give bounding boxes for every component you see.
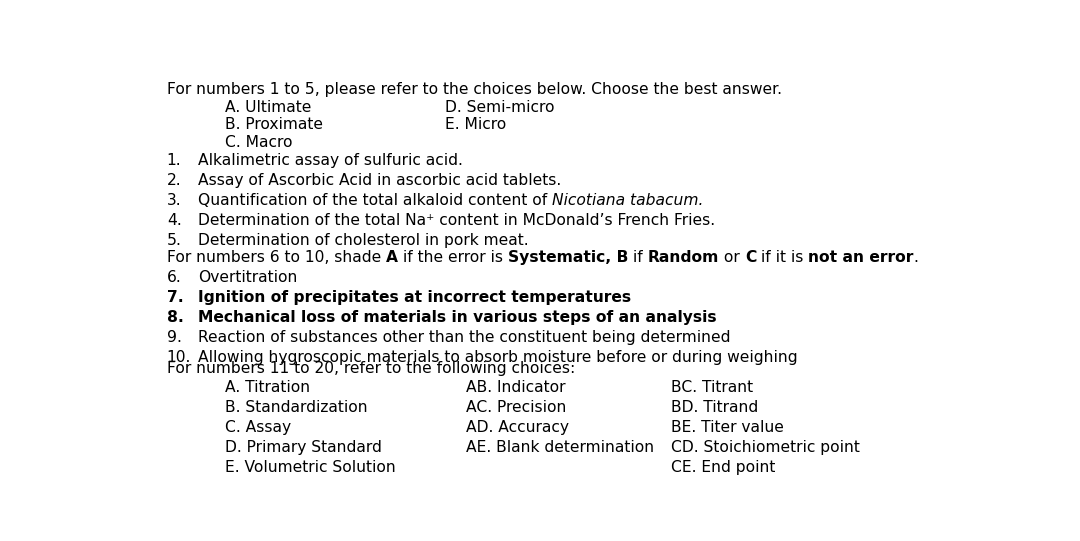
Text: E. Micro: E. Micro: [445, 117, 505, 133]
Text: Allowing hygroscopic materials to absorb moisture before or during weighing: Allowing hygroscopic materials to absorb…: [198, 350, 797, 365]
Text: Determination of the total Na⁺ content in McDonald’s French Fries.: Determination of the total Na⁺ content i…: [198, 213, 715, 228]
Text: BC. Titrant: BC. Titrant: [671, 380, 753, 395]
Text: Overtitration: Overtitration: [198, 270, 297, 285]
Text: if: if: [629, 250, 648, 265]
Text: 3.: 3.: [166, 193, 181, 208]
Text: Determination of cholesterol in pork meat.: Determination of cholesterol in pork mea…: [198, 233, 528, 248]
Text: Quantification of the total alkaloid content of: Quantification of the total alkaloid con…: [198, 193, 552, 208]
Text: .: .: [914, 250, 919, 265]
Text: Reaction of substances other than the constituent being determined: Reaction of substances other than the co…: [198, 330, 730, 345]
Text: BD. Titrand: BD. Titrand: [671, 400, 758, 415]
Text: CD. Stoichiometric point: CD. Stoichiometric point: [671, 440, 860, 455]
Text: For numbers 11 to 20, refer to the following choices:: For numbers 11 to 20, refer to the follo…: [166, 361, 575, 375]
Text: B. Standardization: B. Standardization: [226, 400, 368, 415]
Text: C. Assay: C. Assay: [226, 420, 292, 435]
Text: 4.: 4.: [166, 213, 181, 228]
Text: 5.: 5.: [166, 233, 181, 248]
Text: C: C: [745, 250, 756, 265]
Text: 10.: 10.: [166, 350, 191, 365]
Text: D. Primary Standard: D. Primary Standard: [226, 440, 382, 455]
Text: E. Volumetric Solution: E. Volumetric Solution: [226, 460, 396, 475]
Text: Systematic, B: Systematic, B: [508, 250, 629, 265]
Text: A. Titration: A. Titration: [226, 380, 311, 395]
Text: CE. End point: CE. End point: [671, 460, 775, 475]
Text: Assay of Ascorbic Acid in ascorbic acid tablets.: Assay of Ascorbic Acid in ascorbic acid …: [198, 173, 561, 188]
Text: 6.: 6.: [166, 270, 181, 285]
Text: D. Semi-micro: D. Semi-micro: [445, 100, 554, 115]
Text: not an error: not an error: [809, 250, 914, 265]
Text: if it is: if it is: [756, 250, 809, 265]
Text: 2.: 2.: [166, 173, 181, 188]
Text: AB. Indicator: AB. Indicator: [465, 380, 565, 395]
Text: if the error is: if the error is: [397, 250, 508, 265]
Text: For numbers 6 to 10, shade: For numbers 6 to 10, shade: [166, 250, 386, 265]
Text: Alkalimetric assay of sulfuric acid.: Alkalimetric assay of sulfuric acid.: [198, 153, 462, 168]
Text: 7.: 7.: [166, 290, 184, 305]
Text: or: or: [719, 250, 745, 265]
Text: Ignition of precipitates at incorrect temperatures: Ignition of precipitates at incorrect te…: [198, 290, 631, 305]
Text: AD. Accuracy: AD. Accuracy: [465, 420, 568, 435]
Text: AC. Precision: AC. Precision: [465, 400, 566, 415]
Text: 9.: 9.: [166, 330, 181, 345]
Text: AE. Blank determination: AE. Blank determination: [465, 440, 653, 455]
Text: A. Ultimate: A. Ultimate: [226, 100, 312, 115]
Text: A: A: [386, 250, 397, 265]
Text: Mechanical loss of materials in various steps of an analysis: Mechanical loss of materials in various …: [198, 310, 716, 325]
Text: BE. Titer value: BE. Titer value: [671, 420, 784, 435]
Text: C. Macro: C. Macro: [226, 135, 293, 150]
Text: 8.: 8.: [166, 310, 184, 325]
Text: For numbers 1 to 5, please refer to the choices below. Choose the best answer.: For numbers 1 to 5, please refer to the …: [166, 82, 782, 97]
Text: B. Proximate: B. Proximate: [226, 117, 323, 133]
Text: Nicotiana tabacum.: Nicotiana tabacum.: [552, 193, 703, 208]
Text: Random: Random: [648, 250, 719, 265]
Text: 1.: 1.: [166, 153, 181, 168]
